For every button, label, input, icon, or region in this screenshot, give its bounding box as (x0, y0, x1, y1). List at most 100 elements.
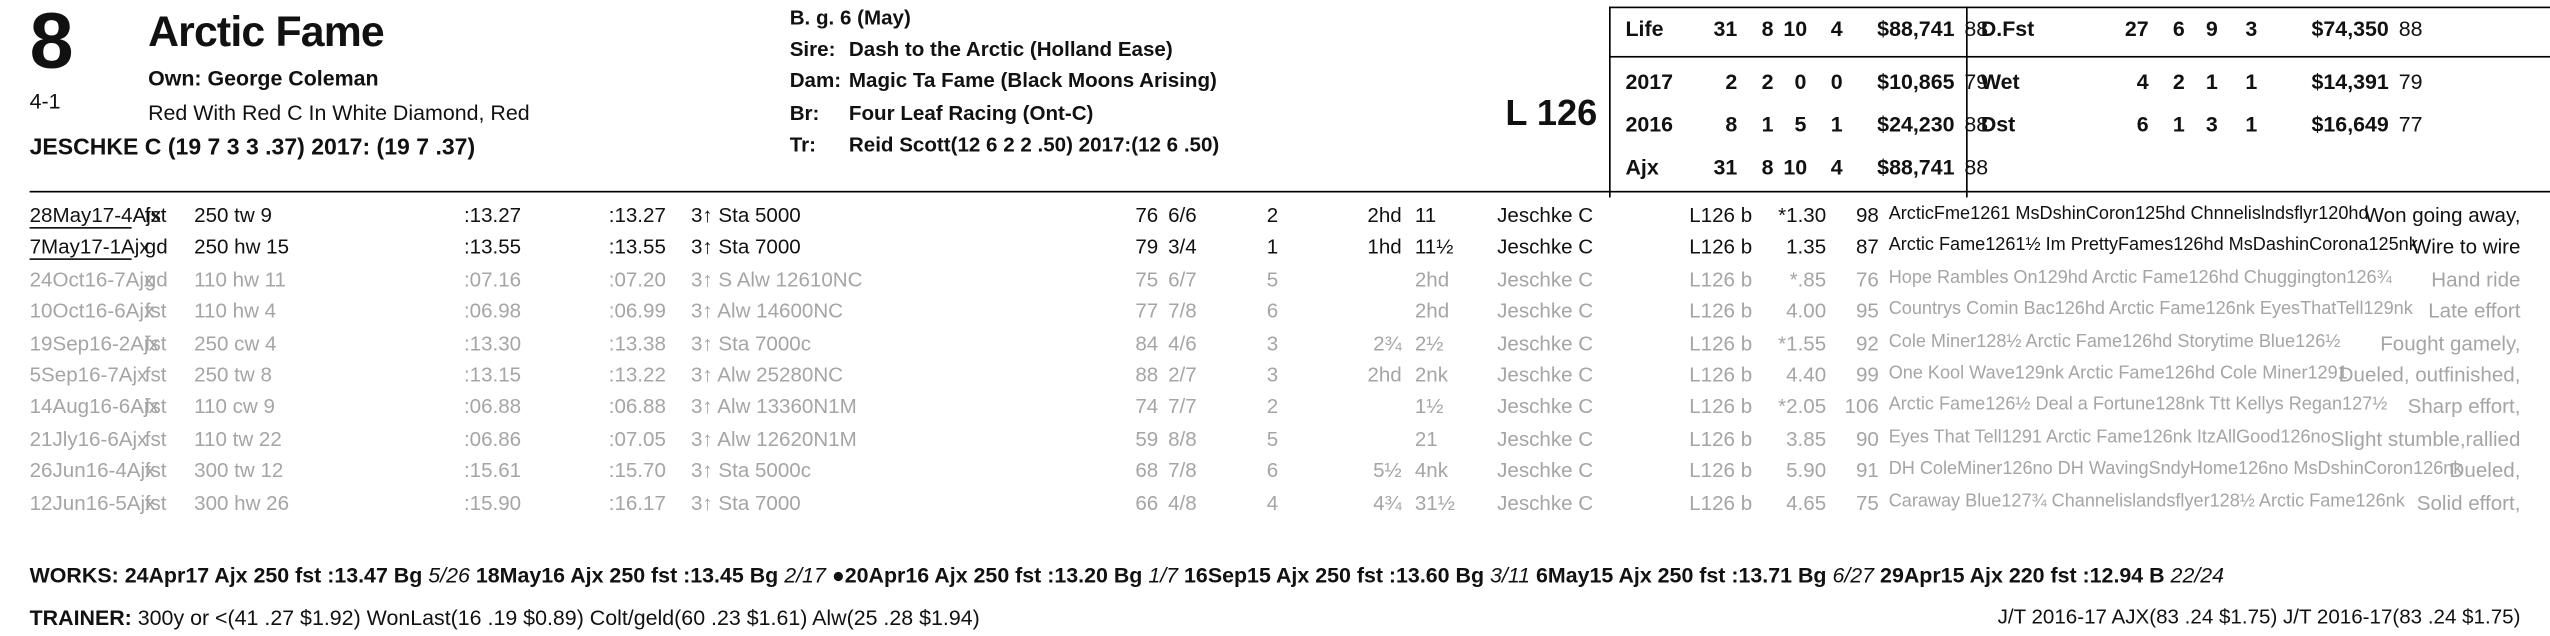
stat-earnings: $88,741 (1877, 154, 1955, 180)
race-type: 3↑ Sta 5000c (690, 459, 812, 483)
first-call: 2hd (1367, 204, 1402, 228)
trip-comment: Late effort (2428, 299, 2521, 323)
fraction-1: :15.90 (463, 491, 522, 515)
race-line: 7May17-1Ajx gd 250 hw 15:13.55:13.55 3↑ Sta… (0, 236, 2550, 264)
trip-comment: Dueled, (2449, 459, 2521, 483)
first-call: 5½ (1373, 459, 1402, 483)
first-call: 1hd (1367, 235, 1402, 259)
start-call: 6 (1266, 459, 1279, 483)
fraction-2: :13.22 (608, 363, 666, 387)
race-type: 3↑ Sta 7000 (690, 235, 801, 259)
race-date: 28May17-4Ajx (29, 204, 162, 229)
stat-label: D.Fst (1980, 16, 2035, 42)
track-condition: fst (144, 491, 167, 515)
bris-speed: 79 (1135, 235, 1159, 259)
top-finishers: One Kool Wave129nk Arctic Fame126hd Cole… (1888, 363, 2348, 384)
start-call: 6 (1266, 299, 1279, 323)
statbox-border-mid-vertical (1966, 6, 1968, 198)
race-distance: 110 hw 11 (194, 267, 287, 291)
finish-position: 2nk (1414, 363, 1449, 387)
speed-figure: 91 (1855, 459, 1879, 483)
stat-places: 9 (2205, 16, 2218, 42)
finish-position: 2hd (1414, 267, 1450, 291)
workout-rank: 5/26 (428, 562, 470, 588)
sex-age: B. g. 6 (May) (789, 6, 911, 30)
sire-label: Sire: (789, 37, 836, 61)
section-rule (29, 190, 2550, 193)
breeder: Four Leaf Racing (Ont-C) (848, 102, 1094, 126)
stat-earnings: $10,865 (1877, 69, 1955, 94)
statbox-border-top (1609, 6, 2550, 9)
stat-places: 1 (2205, 69, 2218, 94)
race-distance: 110 hw 4 (194, 299, 277, 323)
post-position: 6/7 (1168, 267, 1197, 291)
race-distance: 110 tw 22 (194, 427, 282, 451)
speed-figure: 92 (1855, 331, 1879, 355)
race-date: 21Jly16-6Ajx (29, 427, 148, 451)
finish-position: 2½ (1414, 331, 1444, 355)
track-condition: fst (144, 363, 167, 387)
race-odds: *.85 (1789, 267, 1827, 291)
fraction-1: :15.61 (463, 459, 522, 483)
owner: Own: George Coleman (148, 65, 379, 91)
race-weight: L126 b (1689, 427, 1753, 451)
top-finishers: Countrys Comin Bac126hd Arctic Fame126nk… (1888, 299, 2413, 320)
race-date: 12Jun16-5Ajx (29, 491, 156, 515)
top-finishers: Arctic Fame1261½ Im PrettyFames126hd MsD… (1888, 235, 2418, 256)
race-jockey: Jeschke C (1497, 363, 1594, 387)
post-position: 7/8 (1168, 299, 1197, 323)
morning-line-odds: 4-1 (29, 88, 61, 114)
stat-shows: 4 (1830, 154, 1843, 180)
workout-entry: ●20Apr16 Ajx 250 fst :13.20 Bg (831, 562, 1143, 588)
stat-starts: 27 (2124, 16, 2149, 42)
race-jockey: Jeschke C (1497, 427, 1594, 451)
trip-comment: Solid effort, (2416, 491, 2521, 515)
track-condition: gd (144, 267, 168, 291)
stat-places: 3 (2205, 111, 2218, 137)
race-jockey: Jeschke C (1497, 204, 1594, 228)
fraction-2: :13.55 (608, 235, 666, 259)
speed-figure: 90 (1855, 427, 1879, 451)
fraction-2: :07.20 (608, 267, 666, 291)
race-line: 5Sep16-7Ajx fst 250 tw 8:13.15:13.22 3↑ Alw… (0, 364, 2550, 392)
track-condition: fst (144, 299, 167, 323)
stat-row-wet: Wet 4 2 1 1 $14,391 79 (1981, 69, 2524, 99)
bris-speed: 74 (1135, 395, 1159, 419)
stat-places: 10 (1783, 16, 1808, 42)
fraction-1: :07.16 (463, 267, 522, 291)
workout-entry: 16Sep15 Ajx 250 fst :13.60 Bg (1184, 562, 1485, 588)
fraction-1: :06.86 (463, 427, 522, 451)
race-weight: L126 b (1689, 395, 1753, 419)
trip-comment: Sharp effort, (2407, 395, 2521, 419)
fraction-1: :06.88 (463, 395, 522, 419)
track-condition: fst (144, 204, 167, 228)
race-weight: L126 b (1689, 204, 1753, 228)
race-weight: L126 b (1689, 331, 1753, 355)
stat-shows: 1 (2245, 69, 2258, 94)
trainer: Reid Scott(12 6 2 2 .50) 2017:(12 6 .50) (848, 133, 1220, 157)
race-odds: 4.40 (1786, 363, 1827, 387)
jockey-trainer-stats: J/T 2016-17 AJX(83 .24 $1.75) J/T 2016-1… (1997, 605, 2521, 629)
program-number: 8 (29, 0, 74, 86)
stat-row-life: Life 31 8 10 4 $88,741 88 (1625, 16, 1988, 46)
bris-speed: 88 (1135, 363, 1159, 387)
post-position: 6/6 (1168, 204, 1197, 228)
top-finishers: Arctic Fame126½ Deal a Fortune128nk Ttt … (1888, 395, 2388, 416)
stat-wins: 8 (1761, 154, 1774, 180)
workouts-line: WORKS: 24Apr17 Ajx 250 fst :13.47 Bg 5/2… (30, 563, 2224, 588)
stat-places: 0 (1794, 69, 1807, 94)
start-call: 4 (1266, 491, 1279, 515)
stat-wins: 2 (2172, 69, 2185, 94)
trip-comment: Slight stumble,rallied (2330, 427, 2521, 451)
fraction-2: :15.70 (608, 459, 666, 483)
speed-figure: 95 (1855, 299, 1879, 323)
dam-label: Dam: (789, 69, 842, 93)
stat-wins: 1 (1761, 111, 1774, 137)
post-position: 8/8 (1168, 427, 1197, 451)
race-date: 19Sep16-2Ajx (29, 331, 159, 355)
breeder-label: Br: (789, 102, 820, 126)
race-date: 10Oct16-6Ajx (29, 299, 155, 323)
race-odds: *1.30 (1778, 204, 1827, 228)
track-condition: fst (144, 331, 167, 355)
trainer-stats-label: TRAINER: (29, 605, 132, 631)
